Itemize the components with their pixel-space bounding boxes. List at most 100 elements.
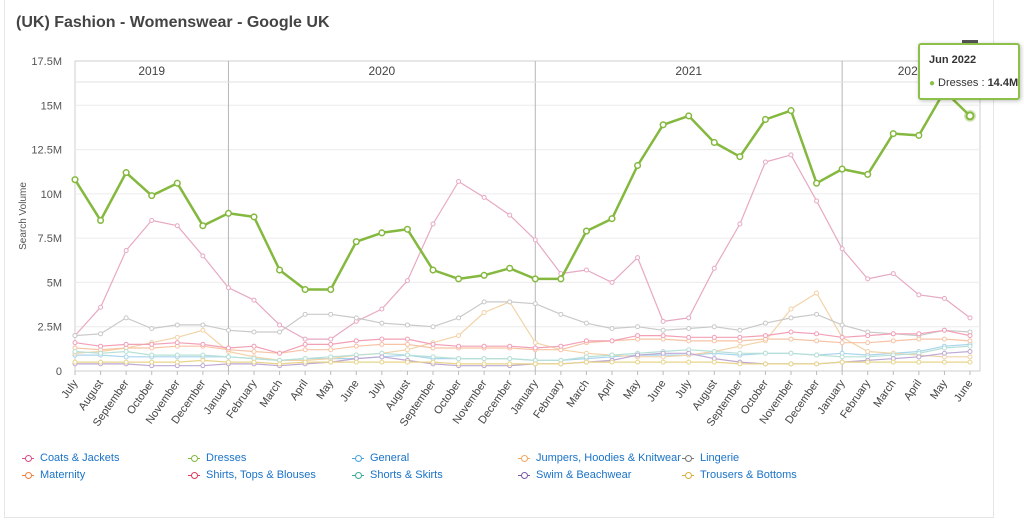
year-band-label: 2020: [369, 64, 396, 78]
data-point: [404, 322, 410, 328]
data-point: [379, 306, 385, 312]
data-point: [788, 306, 794, 312]
data-point: [174, 223, 180, 229]
x-tick-label: April: [902, 378, 924, 403]
data-point: [302, 311, 308, 317]
data-point: [174, 334, 180, 340]
data-point: [660, 327, 666, 333]
data-point: [608, 215, 616, 223]
data-point: [711, 349, 717, 355]
data-point: [838, 165, 846, 173]
data-point: [660, 318, 666, 324]
data-point: [328, 341, 334, 347]
data-point: [839, 246, 845, 252]
data-point: [788, 361, 794, 367]
legend-item[interactable]: Swim & Beachwear: [518, 469, 631, 481]
legend-item[interactable]: Shirts, Tops & Blouses: [188, 469, 316, 481]
legend-label: Lingerie: [700, 452, 740, 464]
data-point: [277, 350, 283, 356]
data-point: [916, 331, 922, 337]
data-point: [685, 112, 693, 120]
data-point: [660, 359, 666, 365]
legend-label: Coats & Jackets: [40, 452, 120, 464]
legend-item[interactable]: Jumpers, Hoodies & Knitwear: [518, 452, 681, 464]
data-point: [507, 299, 513, 305]
data-point: [251, 349, 257, 355]
data-point: [609, 338, 615, 344]
year-band-label: 2022: [898, 64, 925, 78]
legend-label: Shirts, Tops & Blouses: [206, 469, 316, 481]
data-point: [583, 359, 589, 365]
data-point: [558, 361, 564, 367]
data-point: [302, 341, 308, 347]
x-tick-label: May: [621, 377, 643, 401]
data-point: [686, 334, 692, 340]
series-dot-icon: ●: [929, 78, 936, 89]
data-point: [532, 345, 538, 351]
legend-item[interactable]: Lingerie: [682, 452, 739, 464]
data-point: [941, 295, 947, 301]
data-point: [788, 350, 794, 356]
data-point: [532, 361, 538, 367]
data-point: [302, 359, 308, 365]
data-point: [762, 320, 768, 326]
data-point: [481, 299, 487, 305]
data-point: [72, 349, 78, 355]
data-point: [660, 333, 666, 339]
data-point: [609, 352, 615, 358]
legend-marker-icon: [188, 471, 200, 479]
legend-item[interactable]: Trousers & Bottoms: [682, 469, 797, 481]
data-point: [788, 315, 794, 321]
data-point: [123, 359, 129, 365]
data-point: [328, 354, 334, 360]
data-point: [506, 264, 514, 272]
data-point: [813, 179, 821, 187]
data-point: [865, 333, 871, 339]
data-point: [686, 325, 692, 331]
data-point: [814, 361, 820, 367]
x-tick-label: March: [565, 378, 592, 410]
legend-item[interactable]: General: [352, 452, 409, 464]
y-tick-label: 17.5M: [31, 56, 62, 68]
data-point: [890, 338, 896, 344]
data-point: [711, 334, 717, 340]
legend-marker-icon: [22, 454, 34, 462]
data-point: [710, 138, 718, 147]
x-tick-label: June: [645, 378, 669, 404]
data-point: [532, 340, 538, 346]
series-line-dresses: [73, 89, 971, 291]
data-point: [481, 356, 487, 362]
data-point: [558, 343, 564, 349]
hamburger-menu-icon[interactable]: [962, 40, 978, 43]
data-point: [455, 275, 463, 283]
y-axis-title: Search Volume: [18, 182, 29, 250]
legend-label: Trousers & Bottoms: [700, 469, 797, 481]
data-point: [967, 349, 973, 355]
legend-item[interactable]: Maternity: [22, 469, 85, 481]
data-point: [839, 340, 845, 346]
data-point: [814, 311, 820, 317]
legend-item[interactable]: Shorts & Skirts: [352, 469, 443, 481]
data-point: [71, 176, 79, 184]
legend-marker-icon: [352, 471, 364, 479]
data-point: [507, 212, 513, 218]
legend-item[interactable]: Dresses: [188, 452, 246, 464]
data-point: [456, 315, 462, 321]
data-point: [865, 359, 871, 365]
data-point: [277, 329, 283, 335]
data-point: [532, 237, 538, 243]
data-point: [404, 336, 410, 342]
data-point: [788, 336, 794, 342]
data-point: [916, 359, 922, 365]
data-point: [225, 345, 231, 351]
data-point: [814, 198, 820, 204]
data-point: [634, 161, 642, 170]
x-tick-label: July: [366, 377, 387, 400]
data-point: [378, 229, 386, 237]
data-point: [916, 354, 922, 360]
legend-item[interactable]: Coats & Jackets: [22, 452, 119, 464]
data-point: [122, 169, 130, 177]
data-point: [507, 356, 513, 362]
data-point: [98, 343, 104, 349]
